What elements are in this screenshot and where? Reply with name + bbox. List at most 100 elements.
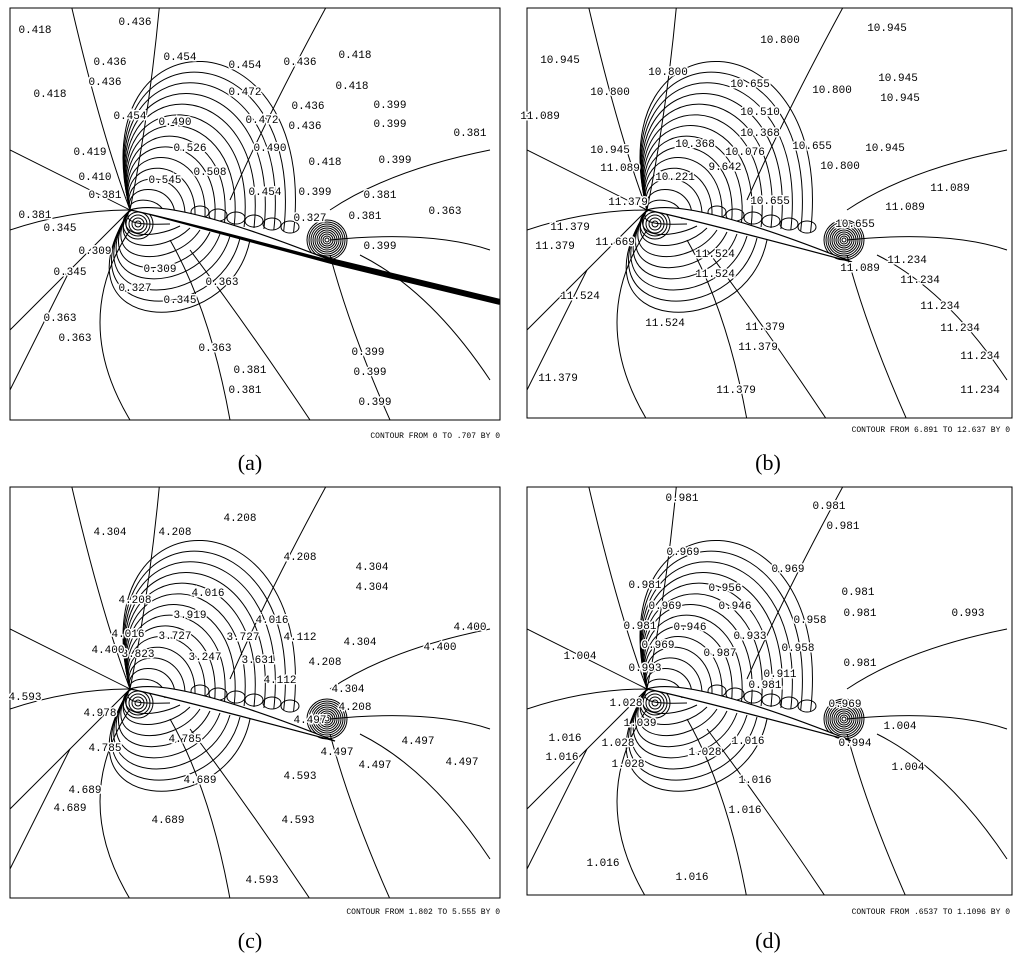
contour-label: 4.689 [183, 775, 216, 787]
contour-line [644, 636, 723, 703]
contour-line [643, 135, 743, 226]
contour-label: 4.208 [308, 657, 341, 669]
contour-label: 0.399 [353, 367, 386, 379]
contour-label: 0.418 [18, 25, 51, 37]
contour-line [71, 487, 131, 690]
contour-line [527, 269, 588, 391]
vortex-loop [318, 231, 336, 249]
surface-loop [761, 693, 781, 707]
vortex-loop [310, 223, 344, 257]
contour-line [125, 209, 181, 235]
contour-line [527, 628, 648, 690]
contour-line [329, 254, 391, 420]
contour-label: 0.981 [628, 580, 661, 592]
contour-label: 4.689 [151, 815, 184, 827]
contour-label: 4.497 [358, 760, 391, 772]
contour-label: 0.418 [308, 157, 341, 169]
contour-label: 0.399 [358, 397, 391, 409]
contour-label: 1.016 [728, 805, 761, 817]
contour-loop [648, 696, 662, 710]
contour-line [527, 688, 648, 710]
contour-label: 4.208 [338, 702, 371, 714]
contour-label: 0.981 [843, 608, 876, 620]
contour-label: 0.381 [453, 128, 486, 140]
vortex-loop [308, 221, 346, 259]
contour-line [846, 715, 1008, 730]
contour-line [527, 209, 648, 231]
contour-label: 0.309 [143, 264, 176, 276]
contour-label: 11.379 [738, 342, 778, 354]
contour-line [118, 209, 211, 269]
contour-label: 0.981 [748, 680, 781, 692]
contour-loop [134, 699, 142, 707]
airfoil [644, 686, 853, 742]
contour-line [99, 708, 131, 898]
contour-line [10, 209, 131, 331]
contour-label: 10.368 [675, 139, 715, 151]
vortex-loop [833, 708, 855, 730]
contour-loop [131, 696, 145, 710]
contour-label: 0.933 [733, 631, 766, 643]
panel-label: (a) [238, 450, 262, 475]
surface-loop [262, 696, 282, 710]
contour-line [128, 668, 176, 700]
contour-label: 0.472 [228, 87, 261, 99]
vortex-loop [839, 714, 849, 724]
contour-label: 11.524 [695, 249, 735, 261]
contour-line [641, 582, 773, 708]
contour-line [124, 103, 256, 229]
contour-line [637, 209, 718, 258]
contour-label: 0.436 [291, 101, 324, 113]
contour-label: 1.004 [563, 651, 596, 663]
surface-loop [226, 690, 246, 704]
contour-label: 4.112 [283, 632, 316, 644]
contour-label: 10.655 [835, 219, 875, 231]
contour-label: 0.381 [88, 190, 121, 202]
vortex-loop [839, 235, 849, 245]
contour-line [125, 125, 236, 227]
contour-line [625, 688, 768, 792]
vortex-loop [837, 712, 851, 726]
vortex-loop [835, 710, 853, 728]
contour-label: 0.327 [118, 283, 151, 295]
vortex-loop [322, 714, 332, 724]
contour-label: 0.956 [708, 583, 741, 595]
contour-line [644, 146, 733, 225]
contour-line [10, 688, 131, 810]
contour-line [628, 688, 758, 781]
contour-label: 3.631 [241, 655, 274, 667]
contour-label: 0.381 [18, 210, 51, 222]
contour-label: 4.400 [453, 622, 486, 634]
contour-line [10, 209, 131, 231]
contour-line [746, 487, 844, 680]
contour-label: 4.304 [331, 684, 364, 696]
contour-label: 11.234 [960, 385, 1000, 397]
contour-label: 4.112 [263, 675, 296, 687]
contour-label: 0.363 [198, 343, 231, 355]
contour-label: 1.016 [545, 752, 578, 764]
surface-loop [779, 217, 799, 231]
contour-line [645, 668, 693, 700]
contour-label: 4.689 [53, 803, 86, 815]
contour-label: 0.399 [373, 100, 406, 112]
contour-loop [645, 693, 665, 713]
vortex-loop [322, 235, 332, 245]
contour-label: 11.524 [695, 269, 735, 281]
contour-line [641, 572, 783, 709]
contour-label: 4.593 [281, 815, 314, 827]
contour-label: 11.089 [600, 163, 640, 175]
vortex-loop [316, 708, 338, 730]
contour-label: 10.510 [740, 107, 780, 119]
contour-line [645, 657, 703, 701]
contour-caption: CONTOUR FROM 6.891 TO 12.637 BY 0 [852, 426, 1011, 435]
contour-label: 11.234 [887, 255, 927, 267]
vortex-loop [316, 229, 338, 251]
vortex-loop [833, 229, 855, 251]
contour-label: 0.993 [628, 663, 661, 675]
contour-line [876, 254, 1008, 381]
contour-line [637, 688, 718, 737]
contour-line [686, 718, 747, 895]
contour-label: 0.526 [173, 143, 206, 155]
contour-line [616, 708, 648, 895]
contour-line [115, 688, 221, 759]
